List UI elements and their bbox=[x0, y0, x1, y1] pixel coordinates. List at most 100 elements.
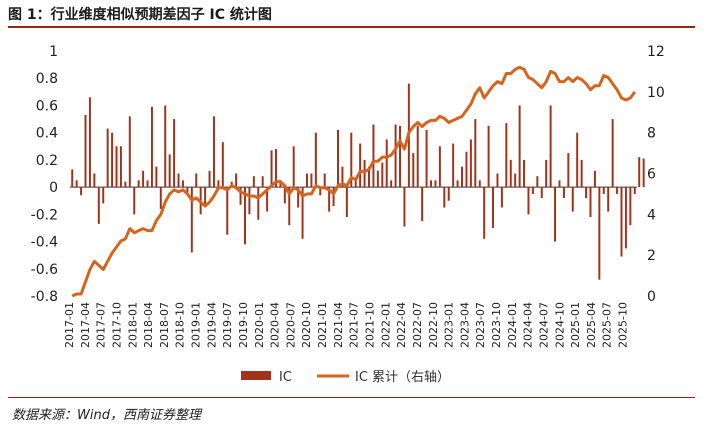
left-axis-tick: -0.2 bbox=[31, 207, 58, 223]
ic-bar bbox=[394, 124, 397, 188]
ic-bar bbox=[381, 162, 384, 188]
ic-bar bbox=[487, 125, 490, 188]
ic-bar bbox=[593, 170, 596, 188]
x-axis-tick: 2023-07 bbox=[474, 302, 487, 348]
ic-bar bbox=[478, 180, 481, 188]
chart-title: 图 1：行业维度相似预期差因子 IC 统计图 bbox=[8, 7, 272, 23]
ic-bar bbox=[168, 154, 171, 188]
x-axis-tick: 2020-01 bbox=[253, 302, 266, 348]
legend: IC IC 累计（右轴） bbox=[241, 370, 450, 385]
x-axis-tick: 2017-01 bbox=[63, 302, 76, 348]
x-axis-tick: 2018-04 bbox=[142, 302, 155, 348]
left-axis-tick: 0 bbox=[49, 180, 58, 196]
x-axis-tick: 2021-10 bbox=[364, 302, 377, 348]
left-axis-tick: 0.8 bbox=[36, 71, 58, 87]
ic-bar bbox=[305, 173, 308, 188]
ic-bar bbox=[332, 187, 335, 207]
ic-bar bbox=[403, 187, 406, 227]
ic-bar bbox=[328, 187, 331, 212]
x-axis-tick: 2020-07 bbox=[284, 302, 297, 348]
ic-bar bbox=[385, 139, 388, 188]
ic-bar bbox=[492, 187, 495, 228]
ic-bar bbox=[133, 187, 136, 215]
ic-bar bbox=[576, 132, 579, 188]
x-axis-tick: 2020-04 bbox=[269, 302, 282, 348]
x-axis-tick: 2017-10 bbox=[110, 302, 123, 348]
ic-bar bbox=[629, 187, 632, 226]
ic-bar bbox=[359, 143, 362, 188]
ic-bar bbox=[425, 129, 428, 188]
ic-bar bbox=[549, 105, 552, 188]
ic-bar bbox=[142, 170, 145, 188]
right-axis-tick: 6 bbox=[647, 167, 656, 183]
ic-bar bbox=[84, 114, 87, 188]
ic-bar bbox=[390, 180, 393, 188]
ic-bar bbox=[350, 132, 353, 188]
ic-bar bbox=[430, 180, 433, 188]
ic-bar bbox=[239, 187, 242, 205]
footer-rule bbox=[8, 397, 695, 398]
x-axis-tick: 2023-01 bbox=[443, 302, 456, 348]
x-axis-tick: 2025-04 bbox=[585, 302, 598, 348]
x-axis-tick: 2025-01 bbox=[569, 302, 582, 348]
ic-bar bbox=[274, 149, 277, 188]
ic-bar bbox=[146, 180, 149, 188]
ic-bar bbox=[469, 139, 472, 188]
ic-bar bbox=[452, 143, 455, 188]
ic-bar bbox=[345, 187, 348, 218]
source-note: 数据来源：Wind，西南证券整理 bbox=[12, 408, 201, 423]
title-rule bbox=[8, 26, 695, 28]
ic-cumulative-line bbox=[71, 65, 637, 298]
ic-bar bbox=[106, 128, 109, 188]
x-axis-tick: 2022-01 bbox=[379, 302, 392, 348]
ic-bar bbox=[128, 116, 131, 188]
ic-bar bbox=[523, 159, 526, 188]
ic-bar bbox=[266, 187, 269, 212]
ic-bar bbox=[248, 187, 251, 215]
ic-bar bbox=[558, 180, 561, 188]
x-axis-tick: 2024-04 bbox=[522, 302, 535, 348]
ic-bar bbox=[642, 158, 645, 188]
ic-bar bbox=[509, 159, 512, 188]
ic-bar bbox=[616, 187, 619, 194]
ic-bar bbox=[434, 180, 437, 188]
ic-bar bbox=[416, 125, 419, 188]
ic-bar bbox=[261, 176, 264, 188]
x-axis-tick: 2025-10 bbox=[617, 302, 630, 348]
x-axis-tick: 2022-04 bbox=[395, 302, 408, 348]
ic-bar bbox=[150, 106, 153, 188]
ic-bar bbox=[531, 187, 534, 194]
right-axis-tick: 4 bbox=[647, 207, 656, 223]
ic-bar bbox=[589, 187, 592, 218]
x-axis-tick: 2019-10 bbox=[237, 302, 250, 348]
ic-bar bbox=[181, 180, 184, 188]
ic-bar bbox=[283, 187, 286, 204]
ic-bar bbox=[310, 173, 313, 188]
ic-bar bbox=[554, 187, 557, 242]
ic-bar bbox=[567, 153, 570, 188]
ic-bar bbox=[638, 157, 641, 188]
right-axis-tick: 10 bbox=[647, 85, 665, 101]
x-axis-tick: 2018-01 bbox=[126, 302, 139, 348]
ic-bar bbox=[221, 142, 224, 188]
left-axis-tick: 0.4 bbox=[36, 126, 58, 142]
ic-bar bbox=[545, 159, 548, 188]
x-axis-tick: 2023-04 bbox=[458, 302, 471, 348]
x-axis-tick: 2017-04 bbox=[79, 302, 92, 348]
ic-bar bbox=[363, 159, 366, 188]
ic-bar bbox=[279, 180, 282, 188]
ic-bar bbox=[518, 105, 521, 188]
ic-bar bbox=[80, 187, 83, 196]
ic-bar bbox=[288, 187, 291, 226]
x-axis-tick: 2021-04 bbox=[332, 302, 345, 348]
ic-bar bbox=[177, 173, 180, 188]
ic-bar bbox=[270, 150, 273, 188]
ic-bar bbox=[252, 176, 255, 188]
ic-bar bbox=[496, 173, 499, 188]
right-axis-tick: 0 bbox=[647, 289, 656, 305]
ic-bar bbox=[580, 159, 583, 188]
ic-bar bbox=[412, 153, 415, 188]
ic-bar bbox=[119, 146, 122, 188]
ic-bar bbox=[71, 169, 74, 188]
